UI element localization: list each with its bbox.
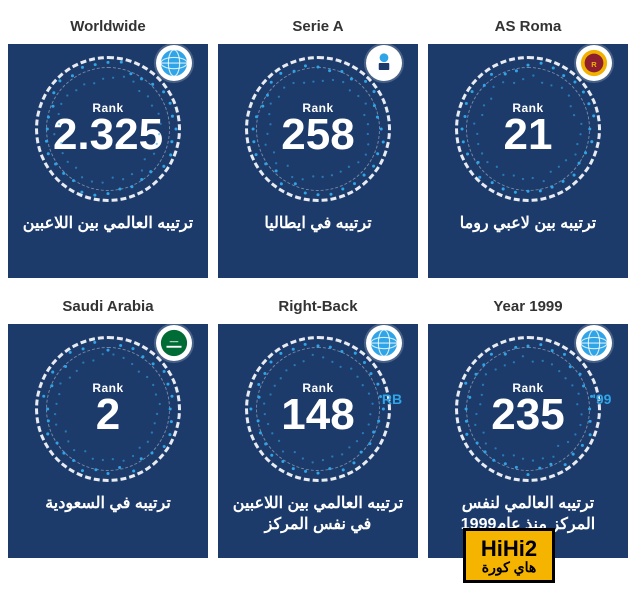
card-subtitle: ترتيبه العالمي بين اللاعبين في نفس المرك… [218,494,418,536]
badge-text: RB [374,381,410,417]
rank-ring: Rank21R [455,56,601,202]
badge-text: '99 [584,381,620,417]
watermark-line1: HiHi2 [481,538,537,560]
rank-ring: Rank258 [245,56,391,202]
card-subtitle: ترتيبه في ايطاليا [218,214,418,235]
ring-area: Rank258 [218,44,418,214]
roma-icon: R [576,45,612,81]
rank-card: Right-Back Rank148RB ترتيبه العالمي بين ال… [218,288,418,558]
card-subtitle: ترتيبه بين لاعبي روما [428,214,628,235]
globe-icon [366,325,402,361]
card-header: Serie A [218,8,418,44]
watermark-overlay: HiHi2 هاي كورة [463,528,555,583]
rank-card: AS Roma Rank21R ترتيبه بين لاعبي روما [428,8,628,278]
ring-area: Rank2ـــــ [8,324,208,494]
card-header: Worldwide [8,8,208,44]
rank-ring: Rank148RB [245,336,391,482]
card-header: Right-Back [218,288,418,324]
watermark-line2: هاي كورة [482,560,537,574]
rank-ring: Rank2ـــــ [35,336,181,482]
rank-card: Saudi Arabia Rank2ـــــ ترتيبه في السعودية [8,288,208,558]
svg-text:R: R [591,60,597,69]
card-header: Saudi Arabia [8,288,208,324]
card-header: Year 1999 [428,288,628,324]
rank-ring: Rank235'99 [455,336,601,482]
globe-icon [576,325,612,361]
ring-area: Rank148RB [218,324,418,494]
dashboard-grid: Worldwide Rank2.325 ترتيبه العالمي بين الل… [0,0,640,608]
ring-area: Rank2.325 [8,44,208,214]
seriea-icon [366,45,402,81]
flag-sa-icon: ـــــ [156,325,192,361]
rank-card: Serie A Rank258 ترتيبه في ايطاليا [218,8,418,278]
globe-icon [156,45,192,81]
card-subtitle: ترتيبه في السعودية [8,494,208,515]
ring-area: Rank235'99 [428,324,628,494]
ring-area: Rank21R [428,44,628,214]
rank-ring: Rank2.325 [35,56,181,202]
rank-card: Worldwide Rank2.325 ترتيبه العالمي بين الل… [8,8,208,278]
card-header: AS Roma [428,8,628,44]
svg-text:ـــــ: ـــــ [169,338,179,344]
card-subtitle: ترتيبه العالمي بين اللاعبين [8,214,208,235]
rank-card: Year 1999Rank235'99ترتيبه العالمي لنفس ا… [428,288,628,558]
